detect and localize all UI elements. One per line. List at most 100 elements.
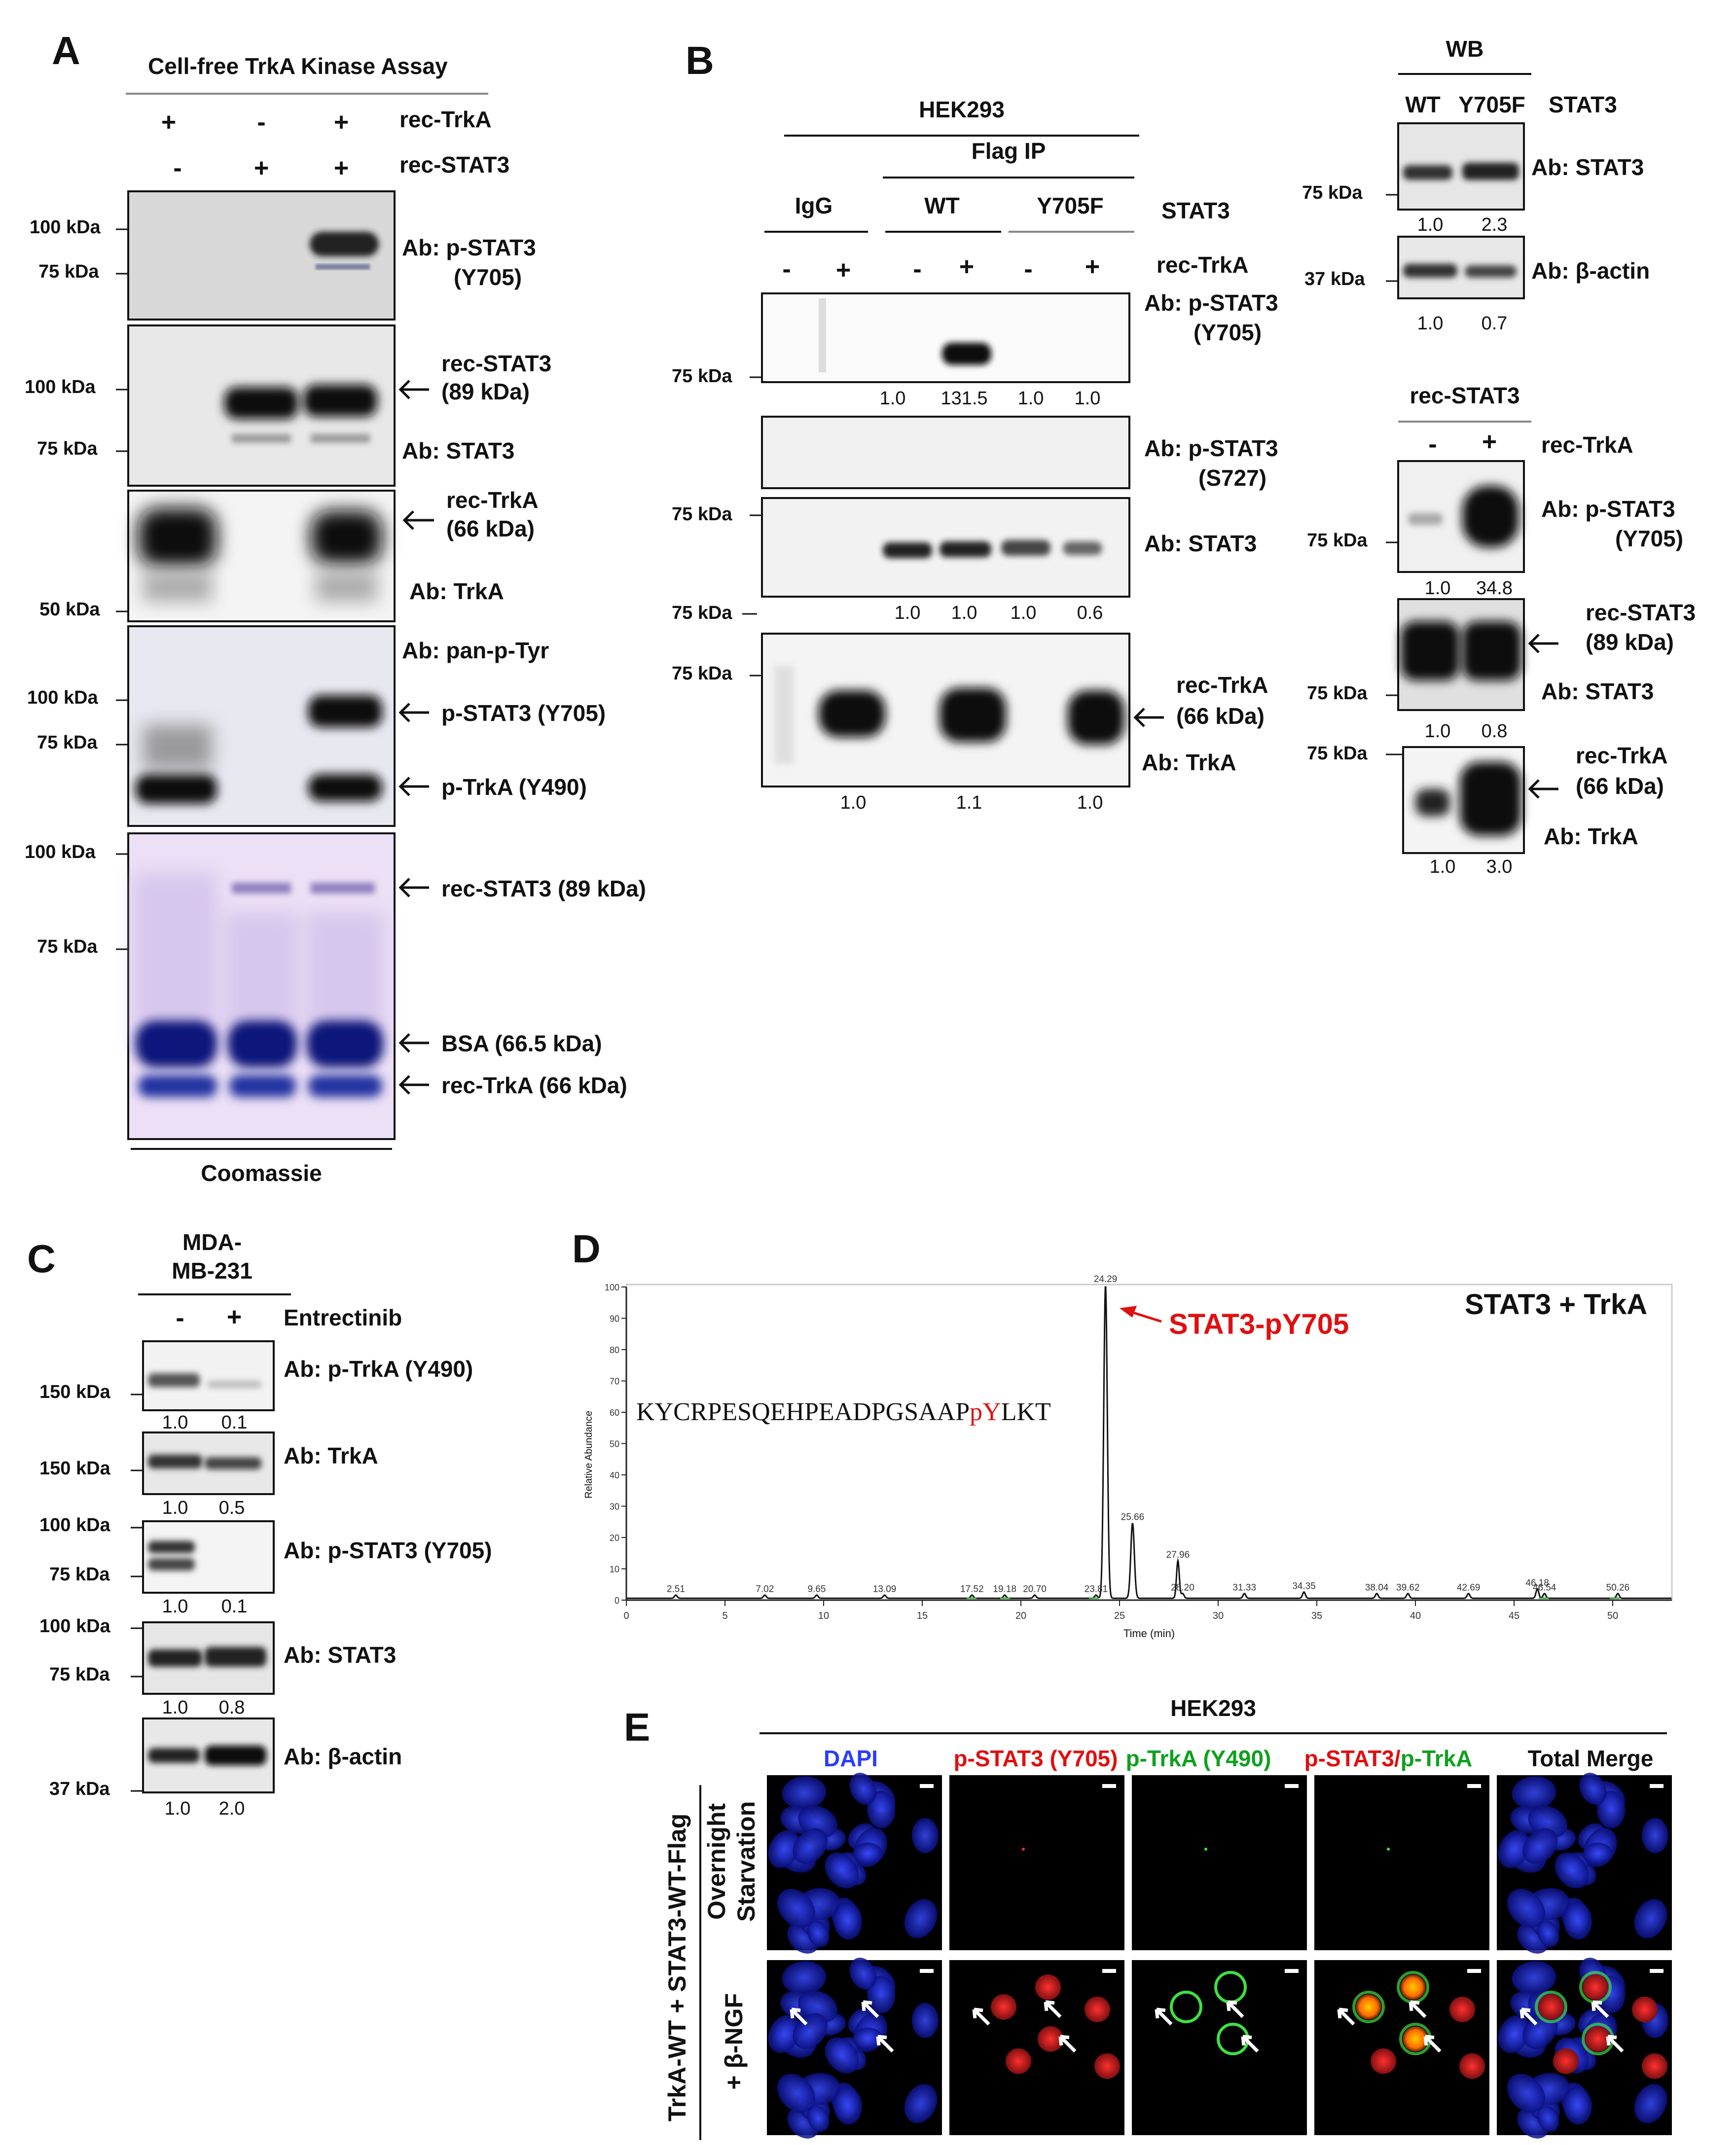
pstat3-cell [1038, 2026, 1063, 2052]
side-label: TrkA-WT + STAT3-WT-Flag [663, 1814, 691, 2122]
chart-legend: STAT3 + TrkA [1465, 1288, 1647, 1321]
row-label: rec-TrkA [399, 107, 492, 132]
arrow-marker [1226, 2000, 1244, 2018]
panel-c-blot-trka: Ab: TrkA 150 kDa 1.0 0.5 [39, 1431, 378, 1518]
nucleus [1563, 2086, 1592, 2125]
panel-d-letter: D [572, 1227, 601, 1271]
pstat3-cell [1094, 2053, 1120, 2079]
band-label: (89 kDa) [1586, 629, 1674, 655]
band-label: (66 kDa) [446, 516, 535, 541]
panel-b-ip: Flag IP [972, 138, 1046, 164]
quant: 0.1 [221, 1412, 248, 1433]
peak-label: 39.62 [1396, 1582, 1420, 1593]
peak-label: 24.29 [1094, 1274, 1118, 1285]
scale-bar [1650, 1969, 1664, 1973]
ab-label: Ab: p-STAT3 [1541, 496, 1675, 522]
panel-e: E HEK293 DAPI p-STAT3 (Y705) p-TrkA (Y49… [624, 1695, 1672, 2140]
arrow-marker [1409, 2000, 1427, 2018]
pstat3-cell [1371, 2048, 1396, 2074]
pstat3-cell [1006, 2048, 1031, 2074]
lane-label: Y705F [1458, 92, 1525, 117]
nucleus [904, 2084, 938, 2123]
nucleus [1579, 1773, 1606, 1805]
row-label-2: Starvation [732, 1801, 760, 1922]
pstat3-cell [1403, 2026, 1428, 2052]
band-label: (89 kDa) [441, 379, 530, 404]
sign: - [913, 255, 921, 284]
ab-label: Ab: p-STAT3 (Y705) [284, 1537, 492, 1563]
ab-label: Ab: p-TrkA (Y490) [284, 1356, 473, 1382]
panel-a-letter: A [52, 29, 80, 72]
sign: - [1024, 255, 1032, 284]
stat3-label: STAT3 [1161, 198, 1230, 223]
arrow-shape [1155, 2007, 1173, 2026]
row-label-1: Overnight [703, 1803, 730, 1920]
panel-c: C MDA- MB-231 - + Entrectinib Ab: p-TrkA… [27, 1229, 492, 1819]
x-tick-label: 25 [1114, 1610, 1125, 1621]
band-label: (66 kDa) [1176, 703, 1265, 729]
arrow-shape [1409, 2000, 1427, 2018]
nucleus [1537, 2105, 1559, 2132]
ptrka-ring [1352, 1991, 1385, 2023]
ab-label: (Y705) [454, 264, 522, 290]
quant: 131.5 [940, 388, 987, 409]
scale-bar [1285, 1969, 1299, 1973]
panel-b-wb: WB WT Y705F STAT3 Ab: STAT3 75 kDa 1.0 2… [1302, 36, 1650, 334]
speck [1204, 1848, 1207, 1851]
micrograph-bg [949, 1775, 1124, 1950]
marker: 150 kDa [39, 1458, 111, 1479]
micrograph-r2-c1 [767, 1958, 942, 2139]
panel-e-cell: HEK293 [1170, 1695, 1256, 1721]
band-label: rec-STAT3 [1586, 600, 1696, 625]
ab-label: Ab: p-STAT3 [1144, 290, 1278, 316]
quant: 1.0 [1011, 603, 1037, 623]
x-tick-label: 0 [623, 1610, 629, 1621]
nucleus [1555, 1852, 1589, 1889]
peak-arrowhead [1120, 1306, 1137, 1318]
arrow-shape [1606, 2035, 1624, 2053]
nucleus [1537, 1920, 1559, 1947]
arrow-marker [1519, 2007, 1538, 2026]
nucleus [768, 1830, 800, 1868]
peak-label: 42.69 [1457, 1582, 1481, 1593]
row-label: rec-TrkA [1541, 432, 1633, 458]
panel-b-cell: HEK293 [919, 97, 1005, 122]
panel-a-blot-ptyr: 100 kDa 75 kDa Ab: pan-p-Tyr p-STAT3 (Y7… [27, 625, 606, 827]
marker: 100 kDa [27, 687, 99, 708]
peak-label: 2.51 [667, 1584, 685, 1595]
arrow-shape [1519, 2007, 1538, 2026]
ab-label: Ab: TrkA [284, 1443, 378, 1468]
y-tick-label: 100 [605, 1283, 619, 1292]
quant: 0.6 [1077, 603, 1103, 623]
arrow-marker [861, 2000, 879, 2018]
peptide-prefix: KYCRPESQEHPEADPGSAAP [636, 1398, 970, 1426]
arrow-shape [1058, 2035, 1077, 2053]
ab-label: Ab: TrkA [1544, 823, 1638, 849]
pstat3-cell [1585, 2026, 1611, 2052]
nucleus [1498, 1830, 1530, 1868]
pstat3-cell [991, 1994, 1016, 2020]
micrograph-r1-c5 [1497, 1773, 1672, 1954]
quant: 1.0 [1075, 388, 1101, 409]
nucleus [1634, 1899, 1667, 1938]
arrow-marker [1155, 2007, 1173, 2026]
quant: 34.8 [1476, 578, 1513, 599]
ab-label: Ab: STAT3 [1531, 154, 1644, 180]
sign: - [782, 255, 791, 284]
nucleus [911, 1818, 939, 1854]
nucleus [782, 1961, 827, 1995]
marker: 100 kDa [25, 842, 96, 862]
panel-a-coomassie: 100 kDa 75 kDa rec-STAT3 (89 kDa) BSA (6… [25, 832, 646, 1186]
ab-label: Ab: STAT3 [402, 438, 514, 464]
x-tick-label: 15 [917, 1610, 928, 1621]
arrow-shape [1241, 2035, 1259, 2053]
band-label: rec-TrkA (66 kDa) [441, 1072, 627, 1098]
quant: 0.5 [219, 1498, 245, 1518]
marker: 75 kDa [672, 366, 732, 387]
stat3-label: STAT3 [1549, 92, 1617, 117]
y-tick-label: 30 [610, 1502, 619, 1512]
peak-label: 13.09 [873, 1584, 897, 1595]
quant: 1.0 [162, 1412, 188, 1433]
micrograph-grid [767, 1773, 1672, 2139]
pstat3-cell [1632, 1997, 1658, 2022]
